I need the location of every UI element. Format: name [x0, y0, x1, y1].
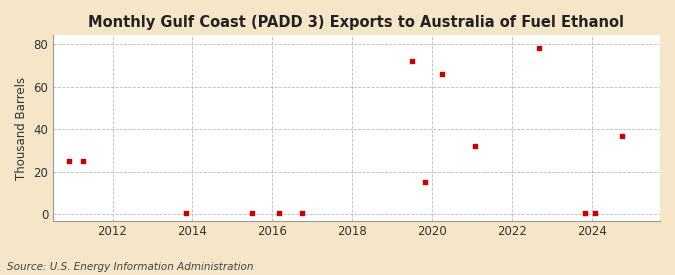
Point [407, 59, 418, 63]
Point [590, 211, 601, 216]
Point [180, 211, 191, 216]
Point [437, 72, 448, 76]
Point [617, 133, 628, 138]
Point [533, 46, 544, 50]
Point [77, 159, 88, 163]
Point [247, 211, 258, 216]
Title: Monthly Gulf Coast (PADD 3) Exports to Australia of Fuel Ethanol: Monthly Gulf Coast (PADD 3) Exports to A… [88, 15, 624, 30]
Point [470, 144, 481, 148]
Y-axis label: Thousand Barrels: Thousand Barrels [15, 76, 28, 180]
Text: Source: U.S. Energy Information Administration: Source: U.S. Energy Information Administ… [7, 262, 253, 272]
Point [580, 211, 591, 216]
Point [297, 211, 308, 216]
Point [274, 211, 285, 216]
Point [64, 159, 75, 163]
Point [420, 180, 431, 185]
